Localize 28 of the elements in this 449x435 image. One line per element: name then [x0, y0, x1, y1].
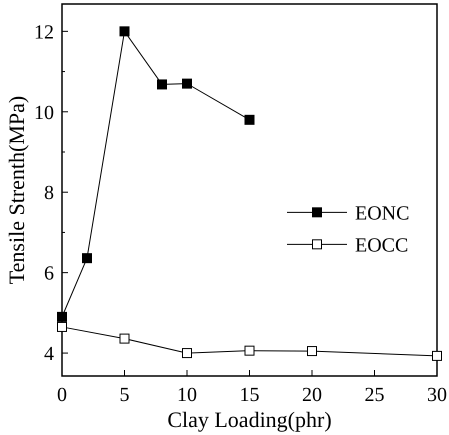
x-tick-label: 0 — [57, 384, 67, 406]
point — [244, 346, 254, 356]
y-tick-label: 12 — [34, 21, 54, 44]
x-tick-label: 25 — [364, 384, 384, 406]
legend-label: EOCC — [355, 234, 408, 256]
point — [57, 312, 67, 322]
x-tick-label: 30 — [427, 384, 447, 406]
point — [182, 78, 192, 89]
x-tick-label: 10 — [177, 384, 197, 406]
point — [120, 26, 130, 36]
y-tick-label: 4 — [44, 343, 54, 366]
x-tick-label: 5 — [120, 384, 130, 406]
y-tick-label: 6 — [44, 262, 54, 285]
point — [182, 348, 192, 358]
point — [307, 346, 317, 356]
legend-label: EONC — [355, 202, 410, 224]
point — [432, 350, 442, 361]
x-axis-title: Clay Loading(phr) — [167, 407, 332, 432]
point — [120, 334, 130, 344]
point — [57, 322, 67, 332]
x-tick-label: 20 — [302, 384, 322, 406]
x-tick-label: 15 — [240, 384, 260, 406]
y-tick-label: 8 — [44, 182, 54, 204]
point — [82, 253, 92, 264]
point — [157, 79, 167, 90]
y-tick-label: 10 — [34, 102, 54, 124]
y-axis-title: Tensile Strenth(MPa) — [4, 96, 29, 284]
point — [244, 114, 254, 125]
